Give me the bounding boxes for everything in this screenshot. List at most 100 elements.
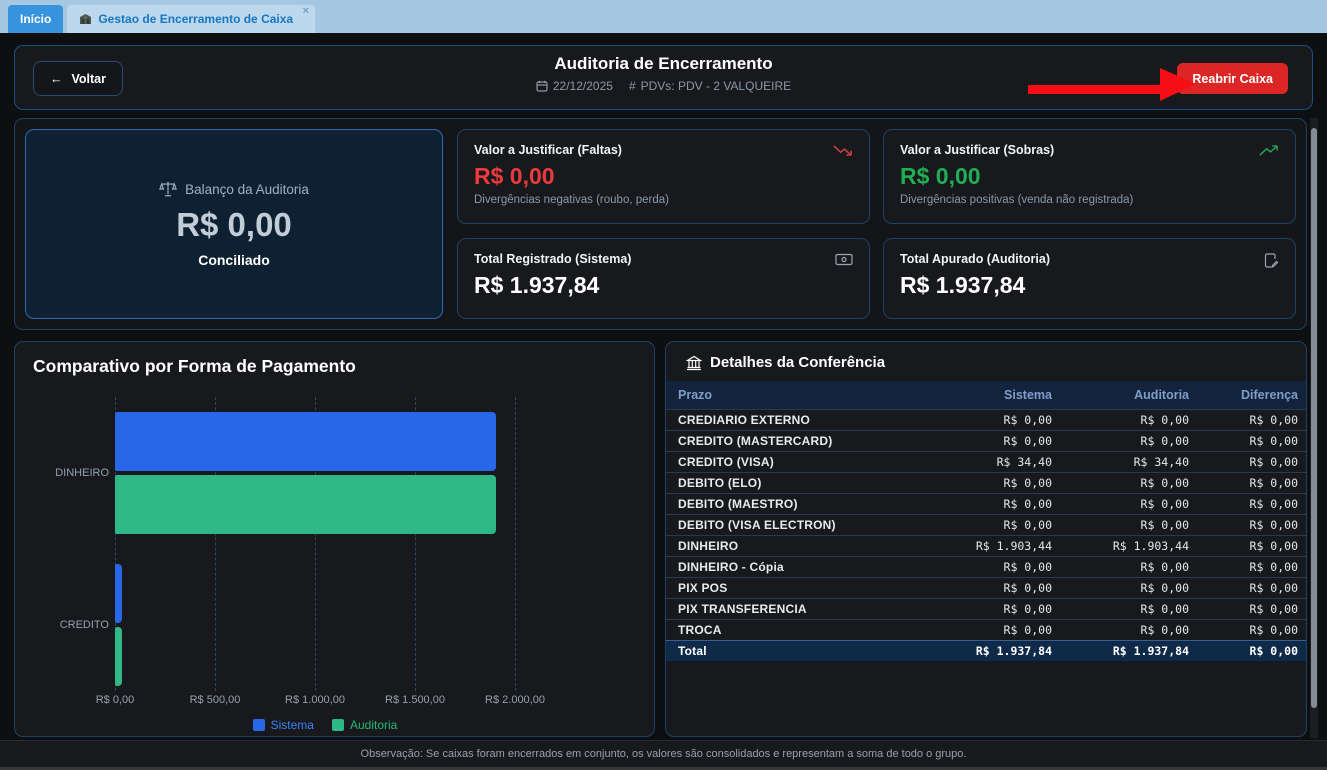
scales-icon (159, 180, 178, 198)
kpi-sobras-desc: Divergências positivas (venda não regist… (900, 194, 1134, 206)
payment-comparison-panel: Comparativo por Forma de Pagamento DINHE… (14, 341, 655, 737)
category-label: DINHEIRO (55, 467, 109, 479)
back-button[interactable]: ← Voltar (33, 61, 123, 96)
kpi-registrado-title: Total Registrado (Sistema) (474, 252, 632, 266)
kpi-apurado-value: R$ 1.937,84 (900, 272, 1026, 298)
reopen-cash-button[interactable]: Reabrir Caixa (1177, 63, 1288, 94)
kpi-registrado-card: Total Registrado (Sistema) R$ 1.937,84 (457, 238, 870, 319)
scrollbar-thumb[interactable] (1311, 128, 1317, 708)
hash-icon: # (628, 79, 636, 93)
value-cell: R$ 0,00 (931, 514, 1066, 536)
trending-up-icon (1259, 144, 1279, 157)
value-cell: R$ 0,00 (1201, 493, 1306, 515)
clipboard-edit-icon (1264, 253, 1279, 269)
tab-inicio[interactable]: Início (8, 5, 64, 33)
kpi-apurado-card: Total Apurado (Auditoria) R$ 1.937,84 (883, 238, 1296, 319)
value-cell: R$ 1.937,84 (931, 640, 1066, 661)
calendar-icon (536, 80, 548, 92)
value-cell: R$ 0,00 (1201, 556, 1306, 578)
col-sistema: Sistema (931, 381, 1066, 410)
value-cell: R$ 34,40 (931, 451, 1066, 473)
table-row: TROCA R$ 0,00 R$ 0,00 R$ 0,00 (666, 619, 1306, 641)
table-row: DEBITO (MAESTRO) R$ 0,00 R$ 0,00 R$ 0,00 (666, 493, 1306, 515)
kpi-apurado-title: Total Apurado (Auditoria) (900, 252, 1050, 266)
value-cell: R$ 0,00 (931, 556, 1066, 578)
x-tick-label: R$ 2.000,00 (485, 694, 545, 706)
value-cell: R$ 1.937,84 (1066, 640, 1201, 661)
bar-credito-sistema (115, 564, 122, 623)
x-tick-label: R$ 1.500,00 (385, 694, 445, 706)
audit-balance-card: Balanço da Auditoria R$ 0,00 Conciliado (25, 129, 443, 319)
browser-tab-bar: Início Gestao de Encerramento de Caixa × (0, 0, 1327, 33)
bar-dinheiro-auditoria (115, 475, 496, 534)
payment-method-cell: TROCA (666, 619, 931, 641)
legend-label: Auditoria (349, 718, 398, 732)
legend-swatch (331, 719, 344, 731)
balance-value: R$ 0,00 (176, 206, 292, 243)
window-bottom-edge (0, 767, 1327, 770)
kpi-faltas-card: Valor a Justificar (Faltas) R$ 0,00 Dive… (457, 129, 870, 224)
audit-date-value: 22/12/2025 (552, 79, 613, 93)
tab-gestao-encerramento[interactable]: Gestao de Encerramento de Caixa × (67, 5, 316, 33)
kpi-sobras-card: Valor a Justificar (Sobras) R$ 0,00 Dive… (883, 129, 1296, 224)
x-tick-label: R$ 500,00 (189, 694, 241, 706)
kpi-faltas-desc: Divergências negativas (roubo, perda) (474, 194, 669, 206)
bar-credito-auditoria (115, 627, 122, 686)
balance-title: Balanço da Auditoria (185, 181, 309, 197)
value-cell: R$ 0,00 (1201, 430, 1306, 452)
value-cell: R$ 0,00 (931, 430, 1066, 452)
kpi-registrado-value: R$ 1.937,84 (474, 272, 600, 298)
value-cell: R$ 0,00 (1201, 451, 1306, 473)
kpi-faltas-value: R$ 0,00 (474, 163, 555, 189)
payment-method-cell: Total (666, 640, 931, 661)
payment-method-cell: CREDITO (MASTERCARD) (666, 430, 931, 452)
payment-method-cell: DINHEIRO - Cópia (666, 556, 931, 578)
payment-method-cell: PIX POS (666, 577, 931, 599)
payment-method-cell: PIX TRANSFERENCIA (666, 598, 931, 620)
pdv-info-value: PDVs: PDV - 2 VALQUEIRE (640, 79, 792, 93)
chart-title: Comparativo por Forma de Pagamento (33, 356, 356, 376)
table-row: DEBITO (ELO) R$ 0,00 R$ 0,00 R$ 0,00 (666, 472, 1306, 494)
summary-section: Balanço da Auditoria R$ 0,00 Conciliado … (14, 118, 1307, 330)
x-tick-label: R$ 0,00 (95, 694, 135, 706)
audit-header-panel: ← Voltar Auditoria de Encerramento 22/12… (14, 45, 1313, 110)
gridline (415, 397, 416, 691)
table-row: DINHEIRO - Cópia R$ 0,00 R$ 0,00 R$ 0,00 (666, 556, 1306, 578)
value-cell: R$ 0,00 (1066, 514, 1201, 536)
legend-swatch (252, 719, 265, 731)
bar-dinheiro-sistema (115, 412, 496, 471)
col-auditoria: Auditoria (1066, 381, 1201, 410)
tab-close-icon[interactable]: × (302, 5, 310, 17)
value-cell: R$ 1.903,44 (931, 535, 1066, 557)
table-row: DINHEIRO R$ 1.903,44 R$ 1.903,44 R$ 0,00 (666, 535, 1306, 557)
table-row: CREDIARIO EXTERNO R$ 0,00 R$ 0,00 R$ 0,00 (666, 409, 1306, 431)
gridline (315, 397, 316, 691)
value-cell: R$ 0,00 (1201, 514, 1306, 536)
conference-table: Prazo Sistema Auditoria Diferença CREDIA… (666, 381, 1306, 661)
table-title-row: Detalhes da Conferência (666, 342, 1306, 381)
table-row: PIX TRANSFERENCIA R$ 0,00 R$ 0,00 R$ 0,00 (666, 598, 1306, 620)
value-cell: R$ 0,00 (931, 409, 1066, 431)
value-cell: R$ 0,00 (1201, 640, 1306, 661)
value-cell: R$ 0,00 (931, 577, 1066, 599)
legend-item-sistema: Sistema (252, 718, 314, 732)
table-row: DEBITO (VISA ELECTRON) R$ 0,00 R$ 0,00 R$ 0… (666, 514, 1306, 536)
kpi-sobras-title: Valor a Justificar (Sobras) (900, 143, 1055, 157)
table-total-row: Total R$ 1.937,84 R$ 1.937,84 R$ 0,00 (666, 640, 1306, 661)
value-cell: R$ 0,00 (1201, 577, 1306, 599)
value-cell: R$ 0,00 (1201, 598, 1306, 620)
vertical-scrollbar[interactable] (1310, 118, 1318, 738)
value-cell: R$ 0,00 (1066, 619, 1201, 641)
payment-method-cell: DINHEIRO (666, 535, 931, 557)
table-row: PIX POS R$ 0,00 R$ 0,00 R$ 0,00 (666, 577, 1306, 599)
banknote-icon (835, 253, 853, 266)
legend-label: Sistema (270, 718, 314, 732)
table-header-row: Prazo Sistema Auditoria Diferença (666, 381, 1306, 410)
value-cell: R$ 0,00 (1201, 472, 1306, 494)
value-cell: R$ 0,00 (931, 598, 1066, 620)
value-cell: R$ 0,00 (1066, 598, 1201, 620)
value-cell: R$ 0,00 (1201, 409, 1306, 431)
balance-title-row: Balanço da Auditoria (159, 180, 309, 198)
back-button-label: Voltar (71, 71, 107, 86)
col-diferenca: Diferença (1201, 381, 1306, 410)
